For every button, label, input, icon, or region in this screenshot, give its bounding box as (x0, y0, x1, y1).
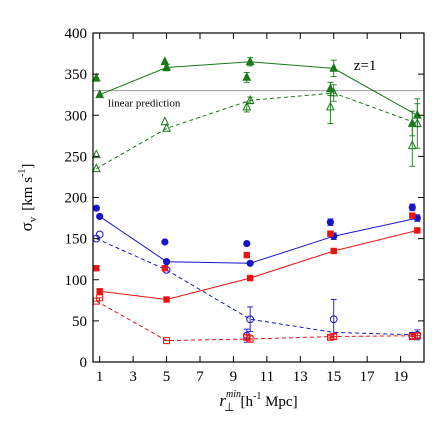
data-point (407, 140, 417, 150)
data-point (246, 274, 254, 282)
series-line (99, 215, 418, 264)
data-point (160, 116, 170, 126)
x-tick-label: 7 (196, 369, 204, 385)
data-point (93, 265, 100, 272)
x-tick-label: 19 (393, 369, 408, 385)
plot-frame (92, 32, 425, 363)
data-point (163, 296, 170, 303)
data-point (326, 218, 334, 226)
x-axis-unit-exponent: -1 (253, 391, 261, 402)
y-tick-label: 0 (80, 355, 88, 371)
y-tick-label: 100 (65, 273, 88, 289)
x-tick-label: 17 (360, 369, 376, 385)
data-point (96, 212, 104, 221)
data-point (162, 258, 171, 266)
x-axis-label: rmin ⊥ [h-1 Mpc] (219, 389, 297, 414)
y-tick-label: 50 (72, 314, 87, 330)
series-line (96, 238, 418, 336)
data-point (414, 227, 421, 234)
data-point (409, 212, 416, 219)
series-filled-square (93, 212, 421, 303)
data-point (161, 238, 169, 246)
data-point (246, 259, 254, 267)
data-point (242, 101, 252, 111)
x-tick-label: 11 (260, 369, 274, 385)
x-tick-label: 9 (230, 369, 238, 385)
data-point (160, 56, 170, 66)
data-point (329, 315, 338, 324)
x-axis-subscript: ⊥ (224, 400, 234, 414)
x-axis-unit: [h (240, 394, 253, 410)
y-tick-label: 400 (65, 26, 88, 42)
x-tick-label: 13 (293, 369, 308, 385)
data-point (161, 265, 169, 272)
y-axis-unit: [km s (20, 177, 36, 211)
series-line (96, 300, 418, 342)
data-point (330, 247, 337, 255)
data-point (92, 204, 100, 212)
data-point (327, 230, 334, 237)
x-axis-superscript: min (226, 389, 241, 400)
data-point (96, 288, 103, 295)
data-point (408, 203, 416, 211)
x-tick-label: 3 (129, 369, 137, 385)
y-axis-symbol: σ (17, 222, 36, 231)
data-point (95, 89, 105, 99)
x-tick-label: 15 (326, 369, 341, 385)
data-point (91, 149, 101, 159)
y-axis-unit-close: ] (20, 164, 36, 169)
data-point (245, 94, 255, 104)
y-tick-label: 350 (65, 67, 88, 83)
y-tick-label: 150 (65, 232, 88, 248)
x-axis-symbol: r (219, 391, 226, 410)
data-point (325, 101, 335, 111)
y-tick-label: 250 (65, 149, 88, 165)
data-point (91, 72, 101, 82)
y-axis-unit-exponent: -1 (17, 169, 28, 177)
data-point (329, 87, 339, 97)
y-axis-label: σv [km s-1] (17, 164, 39, 232)
y-tick-label: 300 (65, 108, 88, 124)
data-point (412, 117, 422, 127)
series-filled-triangle (91, 56, 422, 137)
linear-prediction-label: linear prediction (108, 98, 181, 110)
y-tick-label: 200 (65, 191, 88, 207)
data-point (245, 56, 255, 66)
series-open-triangle (91, 84, 422, 173)
x-tick-label: 1 (96, 369, 104, 385)
data-point (243, 239, 251, 248)
data-point (162, 122, 171, 132)
series-line (99, 229, 418, 301)
series-open-circle (92, 230, 422, 343)
data-point (242, 71, 252, 81)
x-axis-unit-close: Mpc] (261, 394, 297, 410)
y-axis-subscript: v (27, 216, 39, 222)
data-point (329, 62, 339, 72)
redshift-annotation: z=1 (354, 58, 377, 74)
series-filled-circle (92, 203, 421, 267)
data-point (162, 62, 171, 71)
data-point (243, 251, 250, 259)
data-point (95, 230, 104, 239)
data-point (246, 315, 255, 324)
data-point (91, 163, 101, 173)
data-layer (91, 56, 422, 345)
x-tick-label: 5 (163, 369, 171, 385)
series-open-square (92, 294, 421, 345)
